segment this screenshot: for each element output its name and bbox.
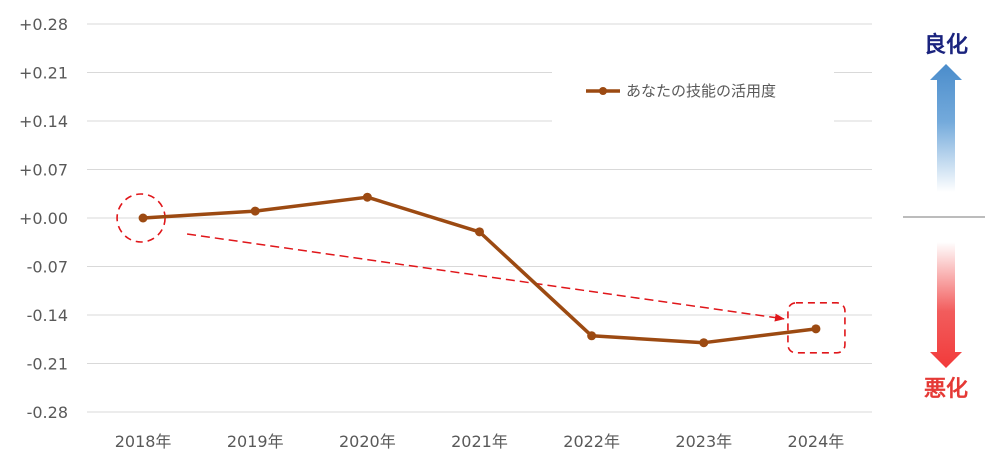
y-tick-label: +0.07	[19, 161, 68, 180]
x-tick-label: 2019年	[227, 432, 284, 451]
y-tick-label: +0.14	[19, 112, 68, 131]
gridlines	[87, 23, 872, 413]
x-tick-label: 2018年	[115, 432, 172, 451]
x-tick-label: 2023年	[675, 432, 732, 451]
data-point	[475, 227, 484, 237]
series-line	[141, 195, 818, 345]
highlight-end-box	[787, 302, 846, 354]
improve-label: 良化	[924, 32, 968, 58]
worsen-label: 悪化	[924, 376, 968, 402]
legend-background	[552, 70, 834, 124]
data-point	[362, 192, 372, 202]
side-indicator: 良化 悪化	[903, 32, 985, 402]
x-tick-label: 2021年	[451, 432, 508, 451]
data-point	[699, 338, 709, 348]
legend-label: あなたの技能の活用度	[626, 82, 776, 100]
trend-arrow	[186, 233, 785, 322]
x-tick-label: 2024年	[788, 432, 845, 451]
y-tick-label: +0.00	[19, 209, 68, 228]
data-point	[811, 324, 821, 334]
data-point	[587, 331, 597, 341]
up-arrow-icon	[930, 64, 962, 192]
x-axis-ticks: 2018年 2019年 2020年 2021年 2022年 2023年 2024年	[115, 432, 845, 451]
y-tick-label: +0.21	[19, 64, 68, 83]
data-point	[138, 213, 148, 223]
y-tick-label: -0.07	[27, 258, 68, 277]
down-arrow-icon	[930, 242, 962, 368]
series-layer	[138, 192, 821, 348]
y-axis-ticks: +0.28 +0.21 +0.14 +0.07 +0.00 -0.07 -0.14 -0.21…	[19, 15, 68, 422]
y-tick-label: -0.21	[27, 355, 68, 374]
data-point	[250, 206, 260, 216]
y-tick-label: +0.28	[19, 15, 68, 34]
y-tick-label: -0.14	[27, 306, 68, 325]
y-tick-label: -0.28	[27, 403, 68, 422]
x-tick-label: 2020年	[339, 432, 396, 451]
x-tick-label: 2022年	[563, 432, 620, 451]
legend: あなたの技能の活用度	[552, 70, 834, 124]
legend-marker-swatch	[599, 87, 607, 95]
